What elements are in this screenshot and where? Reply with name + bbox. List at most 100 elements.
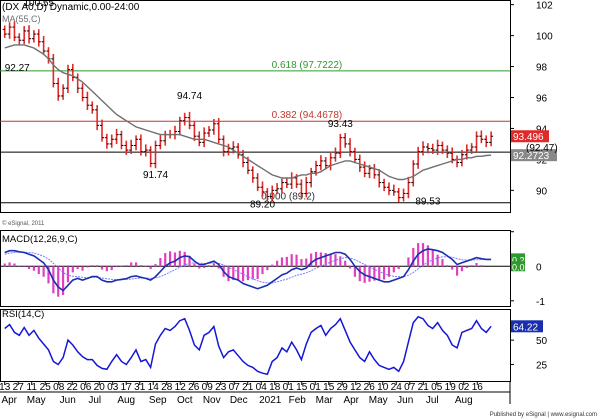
x-day-label: 03 [107, 382, 119, 393]
x-day-label: 26 [188, 382, 200, 393]
x-day-label: 27 [13, 382, 25, 393]
x-day-label: 10 [377, 382, 389, 393]
fib-level-label: 0.382 (94.4678) [272, 110, 343, 121]
x-day-label: 21 [418, 382, 430, 393]
x-day-label: 29 [337, 382, 349, 393]
x-day-label: 25 [40, 382, 52, 393]
price-y-tick-label: 102 [536, 1, 553, 12]
x-day-label: 04 [256, 382, 268, 393]
x-day-label: 01 [310, 382, 322, 393]
x-day-label: 13 [0, 382, 11, 393]
rsi-last-tag: 64.22 [513, 322, 538, 333]
price-annotation: 92.27 [5, 63, 30, 74]
price-annotation: 100.55 [23, 0, 54, 9]
macd-last-tag: 0.2 [512, 255, 525, 265]
panel-frame [0, 0, 511, 213]
macd-y-tick-label: -1 [536, 297, 545, 308]
price-y-tick-label: 100 [536, 32, 553, 43]
price-annotation: 93.43 [328, 119, 353, 130]
price-y-tick-label: 96 [536, 93, 548, 104]
x-day-label: 01 [283, 382, 295, 393]
macd-histogram [3, 243, 483, 297]
x-month-label: Aug [455, 395, 473, 406]
publisher-footer: Published by eSignal | www.esignal.com [490, 412, 597, 418]
chart-title: (DX A0,D) Dynamic,0.00-24:00 [2, 2, 140, 13]
x-month-label: Jun [397, 395, 413, 406]
x-day-label: 18 [269, 382, 281, 393]
x-day-label: 28 [161, 382, 173, 393]
x-axis-day-labels: 13 27 11 25 08 22 06 20 03 17 31 14 28 12 26 09 23 07 21 04… [0, 381, 483, 393]
x-day-label: 19 [445, 382, 457, 393]
x-day-label: 31 [134, 382, 146, 393]
x-month-label: Nov [203, 395, 221, 406]
price-annotation: 94.74 [177, 91, 202, 102]
last-price-tag-box [511, 130, 549, 143]
price-annotation: 89.20 [250, 199, 275, 210]
rsi-y-tick-label: 25 [536, 360, 548, 371]
x-month-label: May [369, 395, 388, 406]
x-month-label: May [27, 395, 46, 406]
ma-indicator-label: MA(55,C) [2, 14, 41, 24]
x-day-label: 21 [242, 382, 254, 393]
x-day-label: 16 [472, 382, 484, 393]
last-price-tag: 93.496 [513, 132, 544, 143]
signal-last-tag: 0.0 [512, 262, 525, 272]
x-month-label: Sep [149, 395, 167, 406]
x-day-label: 06 [80, 382, 92, 393]
panel-frame [0, 309, 511, 382]
price-annotations: 100.55 92.27 94.74 91.74 93.43 89.20 89.53 [5, 0, 441, 210]
x-day-label: 24 [391, 382, 403, 393]
esignal-watermark: © eSignal, 2011 [2, 220, 45, 227]
x-day-label: 12 [175, 382, 187, 393]
price-annotation: 89.53 [415, 196, 440, 207]
x-day-label: 12 [350, 382, 362, 393]
ma-55-line [4, 44, 492, 181]
x-month-label: Jul [426, 395, 439, 406]
rsi-y-tick-label: 50 [536, 336, 548, 347]
price-y-axis: 9092949698100102 [510, 1, 553, 197]
x-day-label: 11 [27, 382, 38, 393]
x-day-label: 08 [53, 382, 65, 393]
x-day-label: 14 [148, 382, 160, 393]
x-day-label: 05 [431, 382, 443, 393]
x-month-label: Mar [316, 395, 334, 406]
price-bars [2, 21, 494, 203]
x-month-label: Jun [60, 395, 76, 406]
support-level-label: (92.47) [526, 143, 558, 154]
x-month-label: Jul [88, 395, 101, 406]
x-day-label: 20 [94, 382, 106, 393]
x-day-label: 23 [215, 382, 227, 393]
x-month-label: Dec [230, 395, 248, 406]
panel-frames [0, 0, 511, 404]
x-month-label: Apr [343, 395, 359, 406]
signal-last-tag-box [511, 261, 525, 272]
price-y-tick-label: 90 [536, 186, 548, 197]
price-y-tick-label: 98 [536, 63, 548, 74]
panel-frame [0, 230, 511, 307]
ma-last-tag: 92.2723 [513, 151, 550, 162]
rsi-value-tag: 64.22 [511, 320, 543, 333]
x-month-label: 2021 [259, 395, 282, 406]
price-y-tick-label: 94 [536, 124, 548, 135]
rsi-indicator-label: RSI(14,C) [2, 309, 44, 320]
x-day-label: 15 [296, 382, 308, 393]
price-value-tags: 93.496 92.2723(92.47) [511, 130, 558, 162]
macd-y-tick-label: 0 [536, 262, 542, 273]
x-day-label: 22 [67, 382, 79, 393]
fibonacci-levels: 0.618 (97.7222) 0.382 (94.4678) 0.000 (89.… [0, 60, 510, 204]
rsi-y-axis: 50 25 [510, 336, 548, 371]
x-month-label: Aug [117, 395, 135, 406]
ma-last-tag-box [511, 149, 557, 162]
x-day-label: 02 [458, 382, 470, 393]
x-axis-month-labels: Apr May Jun Jul Aug Sep Oct Nov Dec 2021 Feb Mar Apr… [1, 395, 472, 406]
x-day-label: 09 [202, 382, 214, 393]
macd-value-tags: 0.20.0 [511, 253, 525, 272]
x-day-label: 17 [121, 382, 133, 393]
x-month-label: Apr [1, 395, 17, 406]
x-month-label: Oct [177, 395, 193, 406]
macd-indicator-label: MACD(12,26,9,C) [2, 234, 78, 245]
macd-signal-line [4, 251, 492, 284]
rsi-last-tag-box [511, 320, 543, 333]
x-month-label: Feb [289, 395, 307, 406]
